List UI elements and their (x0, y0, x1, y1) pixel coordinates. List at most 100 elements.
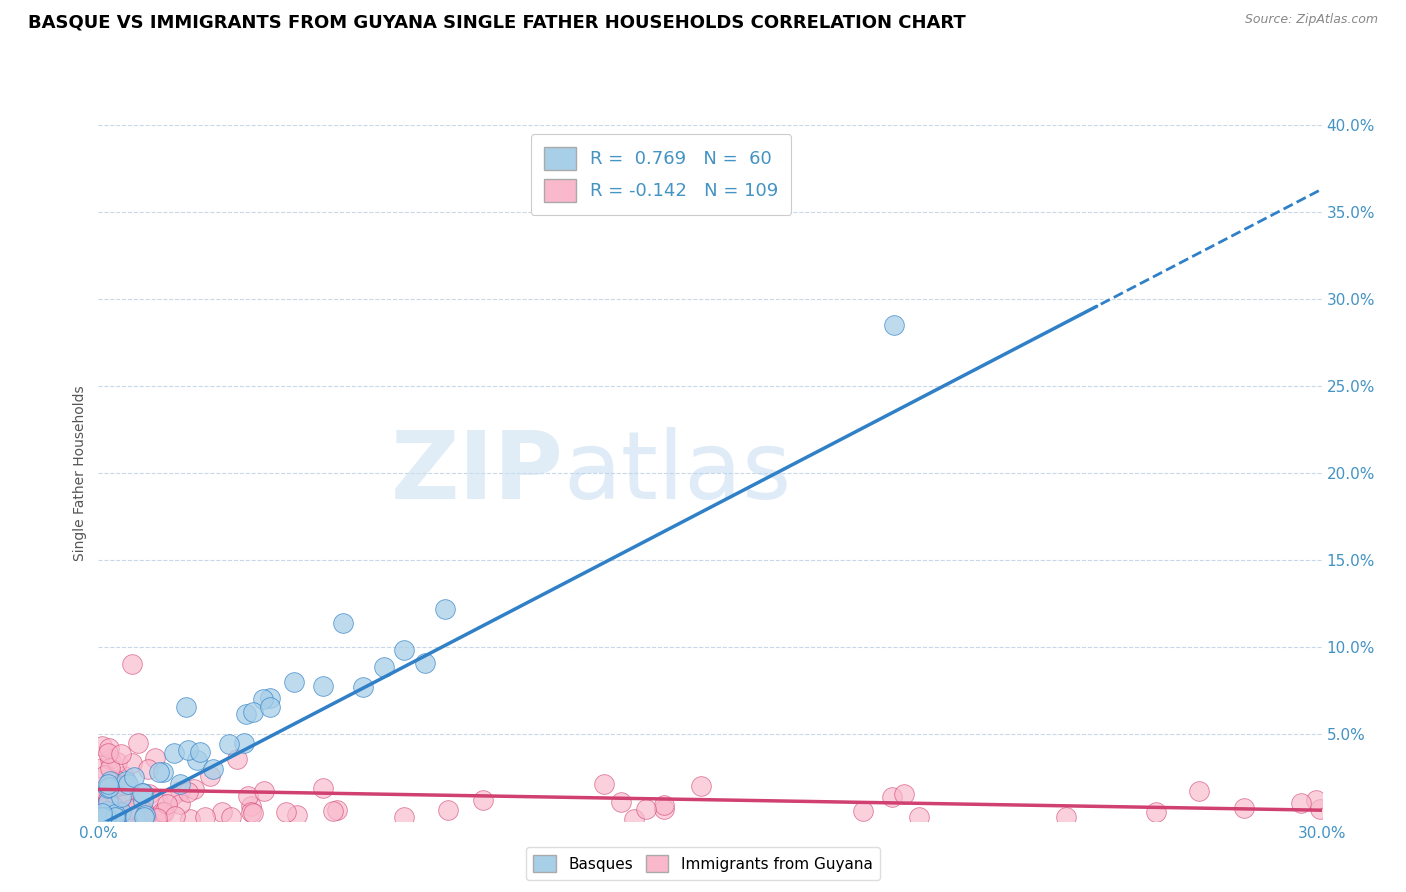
Point (163, 809, 186, 823)
Point (91, 806, 114, 821)
Point (259, 699, 281, 714)
Point (907, 810, 929, 824)
Point (322, 805, 344, 819)
Point (201, 762, 224, 776)
Point (98, 773, 121, 788)
Point (436, 803, 458, 817)
Point (132, 812, 155, 826)
Point (179, 812, 201, 826)
Point (274, 805, 297, 820)
Point (105, 809, 128, 823)
Point (1233, 801, 1256, 815)
Point (96, 810, 118, 824)
Point (97, 746, 120, 760)
Point (91, 810, 114, 824)
Point (232, 736, 254, 750)
Point (100, 803, 122, 817)
Point (134, 804, 156, 818)
Point (124, 810, 146, 824)
Point (593, 777, 616, 791)
Point (690, 779, 713, 793)
Point (100, 806, 122, 821)
Point (1054, 810, 1077, 824)
Point (101, 775, 124, 789)
Point (893, 787, 915, 801)
Point (169, 783, 191, 797)
Point (146, 811, 169, 825)
Point (93, 811, 115, 825)
Point (652, 802, 675, 816)
Point (94, 810, 117, 824)
Point (285, 807, 308, 822)
Point (96, 811, 118, 825)
Point (91, 739, 114, 753)
Point (169, 777, 191, 791)
Point (128, 797, 150, 812)
Point (98, 812, 121, 826)
Point (225, 752, 247, 766)
Point (97, 740, 120, 755)
Point (97, 792, 120, 806)
Point (219, 810, 242, 824)
Point (177, 785, 200, 799)
Point (132, 805, 155, 819)
Point (98, 799, 121, 814)
Point (105, 773, 128, 788)
Point (91, 797, 114, 812)
Point (105, 779, 128, 793)
Point (97, 795, 120, 809)
Point (117, 777, 139, 791)
Point (120, 802, 142, 816)
Point (93, 768, 115, 782)
Point (110, 805, 132, 820)
Point (105, 810, 128, 824)
Point (91, 800, 114, 814)
Point (91, 810, 114, 824)
Point (91, 804, 114, 818)
Text: Source: ZipAtlas.com: Source: ZipAtlas.com (1244, 13, 1378, 27)
Y-axis label: Single Father Households: Single Father Households (73, 385, 87, 560)
Point (1144, 805, 1167, 819)
Point (135, 810, 157, 824)
Point (235, 706, 257, 721)
Text: ZIP: ZIP (391, 426, 564, 519)
Legend: R =  0.769   N =  60, R = -0.142   N = 109: R = 0.769 N = 60, R = -0.142 N = 109 (531, 134, 792, 215)
Text: atlas: atlas (564, 426, 792, 519)
Point (188, 746, 212, 760)
Point (132, 794, 155, 808)
Point (636, 801, 658, 815)
Point (105, 755, 128, 769)
Point (98, 752, 121, 766)
Point (153, 805, 176, 819)
Point (104, 807, 127, 822)
Point (103, 807, 125, 822)
Point (104, 807, 127, 822)
Point (91, 805, 114, 820)
Point (128, 795, 150, 809)
Point (100, 812, 122, 826)
Point (136, 762, 159, 776)
Point (163, 746, 186, 760)
Point (352, 680, 374, 694)
Point (98, 780, 121, 795)
Point (156, 797, 179, 811)
Point (200, 769, 222, 783)
Point (97, 781, 120, 796)
Point (623, 812, 645, 826)
Point (143, 751, 166, 765)
Text: BASQUE VS IMMIGRANTS FROM GUYANA SINGLE FATHER HOUSEHOLDS CORRELATION CHART: BASQUE VS IMMIGRANTS FROM GUYANA SINGLE … (28, 13, 966, 31)
Point (312, 680, 335, 694)
Legend: Basques, Immigrants from Guyana: Basques, Immigrants from Guyana (526, 847, 880, 880)
Point (239, 805, 262, 820)
Point (91, 802, 114, 816)
Point (392, 810, 415, 824)
Point (152, 764, 174, 779)
Point (146, 794, 169, 808)
Point (122, 770, 145, 784)
Point (1289, 796, 1312, 810)
Point (472, 793, 495, 807)
Point (169, 797, 191, 811)
Point (174, 700, 197, 714)
Point (112, 769, 135, 783)
Point (127, 736, 149, 750)
